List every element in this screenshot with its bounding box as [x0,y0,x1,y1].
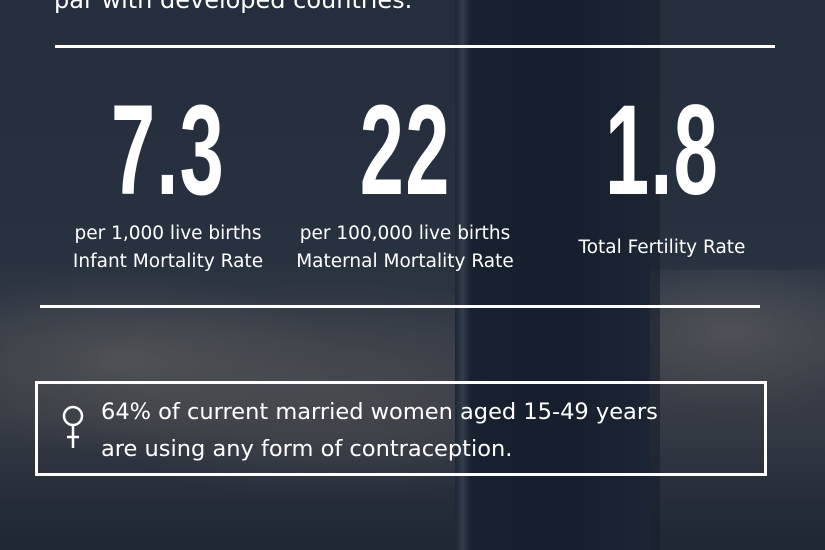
callout-line-2: are using any form of contraception. [101,436,513,462]
divider-bottom [40,305,760,308]
stat-label: Maternal Mortality Rate [296,251,514,272]
female-symbol-icon [62,405,84,448]
stat-label: Infant Mortality Rate [72,251,264,272]
stat-value: 22 [359,79,451,222]
tower-background [455,0,650,550]
stat-infant-mortality: 7.3 per 1,000 live births Infant Mortali… [28,79,308,276]
divider-top [55,45,775,48]
stat-value: 1.8 [604,79,720,222]
stat-fertility-rate: 1.8 Total Fertility Rate [522,79,802,262]
callout-line-1: 64% of current married women aged 15-49 … [101,399,658,425]
stat-unit: per 1,000 live births [74,223,262,244]
stat-unit: per 100,000 live births [299,223,511,244]
tower-edge [650,0,660,550]
contraception-callout: 64% of current married women aged 15-49 … [35,381,767,476]
stat-value: 7.3 [110,79,226,222]
stat-label: Total Fertility Rate [578,237,746,258]
mountains-background [0,270,825,550]
intro-text: par with developed countries. [54,0,413,14]
stat-maternal-mortality: 22 per 100,000 live births Maternal Mort… [265,79,545,276]
